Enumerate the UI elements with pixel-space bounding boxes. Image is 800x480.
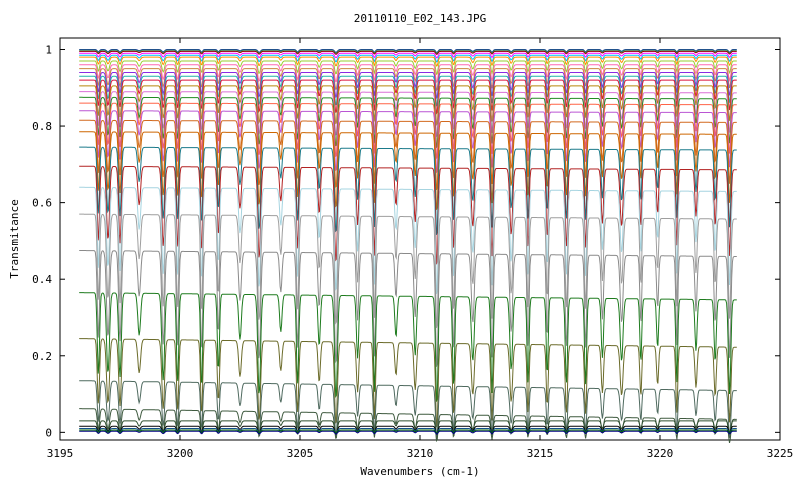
y-tick-label: 0 — [45, 426, 52, 439]
x-tick-label: 3195 — [47, 447, 74, 460]
x-ticks: 3195 3200 3205 3210 3215 3220 3225 — [47, 38, 794, 460]
series-line — [79, 60, 737, 76]
series-line — [79, 49, 737, 54]
y-ticks: 0 0.2 0.4 0.6 0.8 1 — [32, 43, 780, 439]
series-line — [79, 131, 737, 210]
x-tick-label: 3220 — [647, 447, 674, 460]
series-line — [79, 110, 737, 173]
x-tick-label: 3200 — [167, 447, 194, 460]
series-line — [79, 119, 737, 190]
x-tick-label: 3225 — [767, 447, 794, 460]
series-line — [79, 338, 737, 428]
series-line — [79, 96, 737, 148]
y-tick-label: 0.4 — [32, 273, 52, 286]
x-tick-label: 3205 — [287, 447, 314, 460]
x-axis-label: Wavenumbers (cm-1) — [360, 465, 479, 478]
series-line — [79, 380, 737, 440]
series-line — [79, 91, 737, 137]
series-line — [79, 54, 737, 63]
series-line — [79, 429, 737, 434]
y-tick-label: 1 — [45, 43, 52, 56]
series-line — [79, 408, 737, 444]
series-line — [79, 68, 737, 92]
series-line — [79, 85, 737, 127]
series-line — [79, 75, 737, 108]
y-tick-label: 0.6 — [32, 197, 52, 210]
x-tick-label: 3210 — [407, 447, 434, 460]
series-line — [79, 102, 737, 159]
series-line — [79, 292, 737, 402]
series-line — [79, 213, 737, 328]
series-line — [79, 64, 737, 84]
y-tick-label: 0.8 — [32, 120, 52, 133]
series-line — [79, 56, 737, 67]
series-line — [79, 428, 737, 434]
y-tick-label: 0.2 — [32, 350, 52, 363]
series-layer — [79, 49, 737, 444]
series-line — [79, 50, 737, 55]
series-line — [79, 430, 737, 435]
y-axis-label: Transmitance — [8, 199, 21, 278]
series-line — [79, 165, 737, 265]
x-tick-label: 3215 — [527, 447, 554, 460]
series-line — [79, 250, 737, 367]
series-line — [79, 186, 737, 295]
chart-title: 20110110_E02_143.JPG — [354, 12, 486, 25]
series-line — [79, 420, 737, 435]
series-line — [79, 49, 737, 53]
series-line — [79, 146, 737, 235]
series-line — [79, 425, 737, 435]
series-line — [79, 71, 737, 100]
series-line — [79, 79, 737, 116]
series-line — [79, 52, 737, 59]
